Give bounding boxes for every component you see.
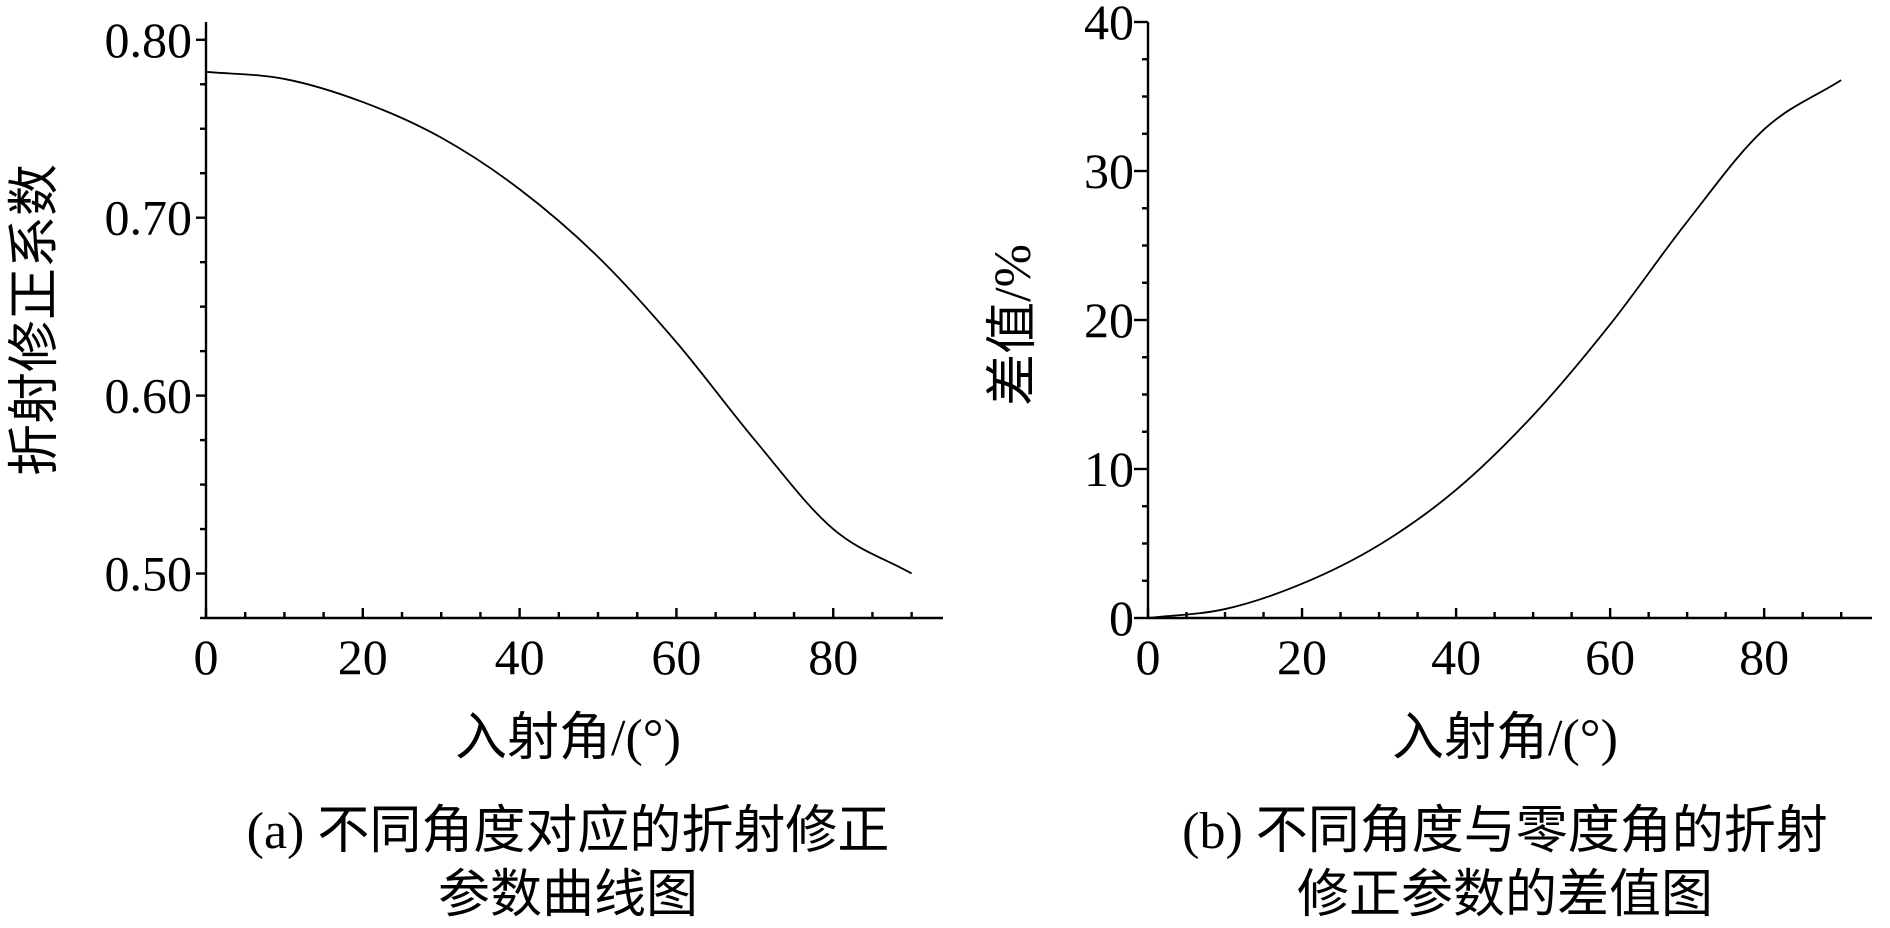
panel-b-x-tick-label: 80 [1739,629,1789,685]
panel-a-x-tick-label: 80 [808,629,858,685]
panel-a-caption-line-2: 参数曲线图 [438,867,698,924]
panel-b-y-tick-label: 0 [1109,590,1134,646]
panel-a-xlabel: 入射角/(°) [455,710,681,767]
panel-b-y-tick-label: 20 [1084,292,1134,348]
panel-b-x-tick-label: 40 [1431,629,1481,685]
panel-a-ylabel: 折射修正系数 [7,164,64,476]
panel-a-y-tick-label: 0.60 [105,368,193,424]
panel-a-x-tick-label: 60 [651,629,701,685]
panel-b-x-tick-label: 20 [1277,629,1327,685]
panel-a-x-tick-label: 20 [338,629,388,685]
panel-b-x-tick-label: 60 [1585,629,1635,685]
panel-b-y-tick-label: 10 [1084,441,1134,497]
chart-panel-b: 0 20 40 60 80 0 10 20 30 40 [1084,0,1872,685]
panel-a-x-tick-label: 40 [495,629,545,685]
panel-b-caption-line-2: 修正参数的差值图 [1297,867,1713,924]
panel-b-xlabel: 入射角/(°) [1392,710,1618,767]
panel-b-ylabel: 差值/% [985,244,1042,406]
panel-a-series-line-0 [205,70,913,575]
panel-a-caption-line-1: (a) 不同角度对应的折射修正 [247,803,890,860]
panel-b-caption-line-1: (b) 不同角度与零度角的折射 [1182,803,1828,860]
panel-a-y-tick-label: 0.70 [105,190,193,246]
panel-a-y-tick-label: 0.50 [105,546,193,602]
panel-b-y-tick-label: 30 [1084,143,1134,199]
panel-b-series-line-0 [1147,79,1842,619]
panel-a-x-tick-label: 0 [194,629,219,685]
panel-a-y-tick-label: 0.80 [105,12,193,68]
chart-panel-a: 0 20 40 60 80 0.50 0.60 0.70 0.80 [105,12,943,685]
panel-b-y-tick-label: 40 [1084,0,1134,50]
panel-b-x-tick-label: 0 [1136,629,1161,685]
